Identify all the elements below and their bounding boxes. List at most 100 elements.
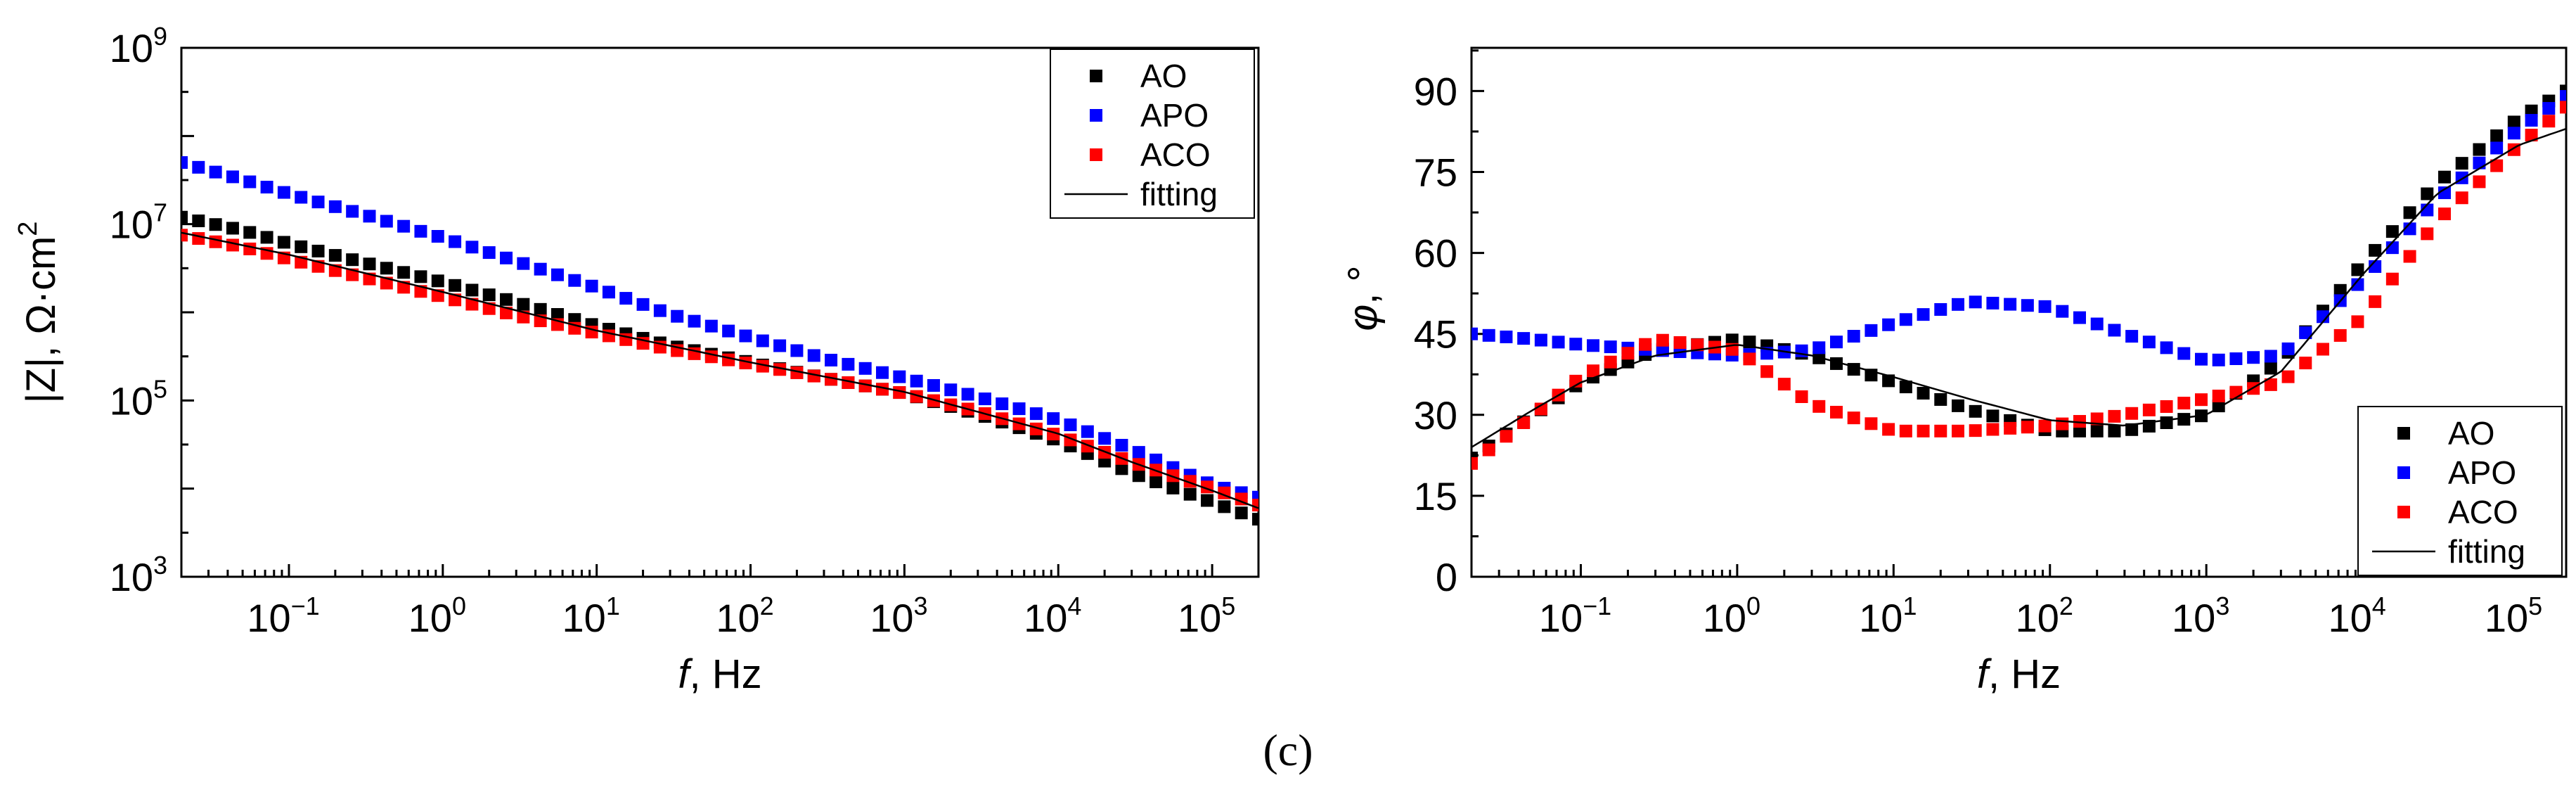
data-point: [311, 244, 325, 257]
y-tick-label: 109: [110, 22, 167, 70]
data-point: [2229, 352, 2243, 366]
data-point: [1865, 417, 1878, 430]
legend-label: ACO: [1140, 136, 1211, 173]
y-tick-label: 90: [1414, 69, 1457, 113]
data-point: [517, 257, 530, 270]
data-point: [1917, 424, 1930, 437]
data-point: [2299, 326, 2312, 340]
data-point: [653, 304, 666, 317]
data-point: [1517, 332, 1531, 345]
data-point: [858, 379, 872, 392]
data-point: [517, 310, 530, 324]
data-point: [978, 392, 991, 406]
data-point: [2438, 186, 2451, 200]
data-point: [704, 350, 718, 364]
data-point: [2542, 102, 2556, 115]
data-point: [192, 160, 205, 174]
data-point: [2090, 317, 2104, 331]
data-point: [1777, 378, 1791, 391]
plot-frame: [1470, 46, 2568, 578]
y-tick-label: 15: [1414, 474, 1457, 518]
data-point: [1604, 340, 1617, 354]
data-point: [243, 226, 257, 239]
legend-box: [2357, 406, 2563, 576]
data-point: [910, 374, 923, 388]
data-point: [1534, 333, 1547, 347]
data-point: [1132, 469, 1145, 483]
data-point: [944, 383, 958, 397]
data-point: [1934, 302, 1947, 316]
x-tick-label: 100: [408, 592, 466, 640]
data-point: [2369, 295, 2382, 308]
data-point: [2177, 413, 2191, 426]
data-point: [893, 370, 906, 383]
data-point: [2021, 421, 2034, 434]
data-point: [1166, 481, 1180, 494]
x-tick-label: 10−1: [1539, 592, 1611, 640]
data-point: [226, 170, 239, 184]
legend-label: AO: [1140, 58, 1187, 94]
data-point: [243, 242, 257, 255]
data-point: [1865, 324, 1878, 337]
legend-box: [1050, 49, 1255, 219]
legend-label: fitting: [1140, 176, 1218, 212]
data-point: [1917, 308, 1930, 321]
data-point: [482, 288, 496, 302]
data-point: [449, 279, 462, 292]
data-point: [1098, 432, 1112, 445]
data-point: [2525, 114, 2538, 127]
x-axis-label: f, Hz: [678, 651, 761, 697]
data-point: [704, 319, 718, 333]
data-point: [876, 383, 889, 396]
y-tick-label: 103: [110, 551, 167, 599]
data-point: [534, 262, 547, 276]
data-point: [773, 363, 787, 376]
data-point: [1952, 424, 1964, 437]
data-point: [1604, 355, 1617, 369]
y-tick-label: 60: [1414, 231, 1457, 276]
x-tick-label: 103: [870, 592, 927, 640]
data-point: [397, 266, 411, 279]
data-point: [1830, 336, 1843, 349]
data-point: [1969, 424, 1982, 437]
data-point: [1969, 404, 1982, 418]
data-point: [876, 366, 889, 379]
legend-marker-ao: [1090, 70, 1102, 82]
data-point: [277, 236, 290, 249]
data-point: [2403, 250, 2416, 263]
data-point: [2073, 424, 2086, 437]
data-point: [2351, 263, 2364, 276]
data-point: [1899, 313, 1912, 326]
data-point: [2317, 343, 2329, 356]
data-point: [1795, 390, 1808, 403]
legend-label: AO: [2448, 415, 2494, 452]
data-point: [2038, 300, 2052, 313]
data-point: [346, 253, 359, 267]
data-point: [431, 229, 444, 243]
data-point: [619, 292, 633, 305]
data-point: [500, 306, 513, 319]
data-point: [2490, 129, 2504, 143]
data-point: [277, 186, 290, 199]
x-tick-label: 10−1: [247, 592, 319, 640]
y-tick-label: 30: [1414, 393, 1457, 437]
data-point: [363, 210, 376, 223]
data-point: [1587, 339, 1599, 352]
legend-marker-apo: [2397, 466, 2410, 479]
data-point: [1847, 330, 1860, 343]
data-point: [893, 386, 906, 400]
data-point: [1952, 298, 1964, 311]
y-axis-label: |Z|, Ω·cm2: [13, 222, 64, 404]
data-point: [1500, 330, 1513, 343]
data-point: [2177, 347, 2191, 360]
data-point: [2108, 424, 2121, 437]
data-point: [1235, 506, 1248, 520]
x-tick-label: 104: [1024, 592, 1081, 640]
data-point: [2473, 175, 2486, 189]
data-point: [568, 274, 581, 287]
data-point: [2385, 225, 2399, 238]
legend-marker-aco: [1090, 148, 1102, 161]
data-point: [431, 274, 444, 288]
data-point: [2473, 156, 2486, 170]
data-point: [2455, 191, 2468, 205]
